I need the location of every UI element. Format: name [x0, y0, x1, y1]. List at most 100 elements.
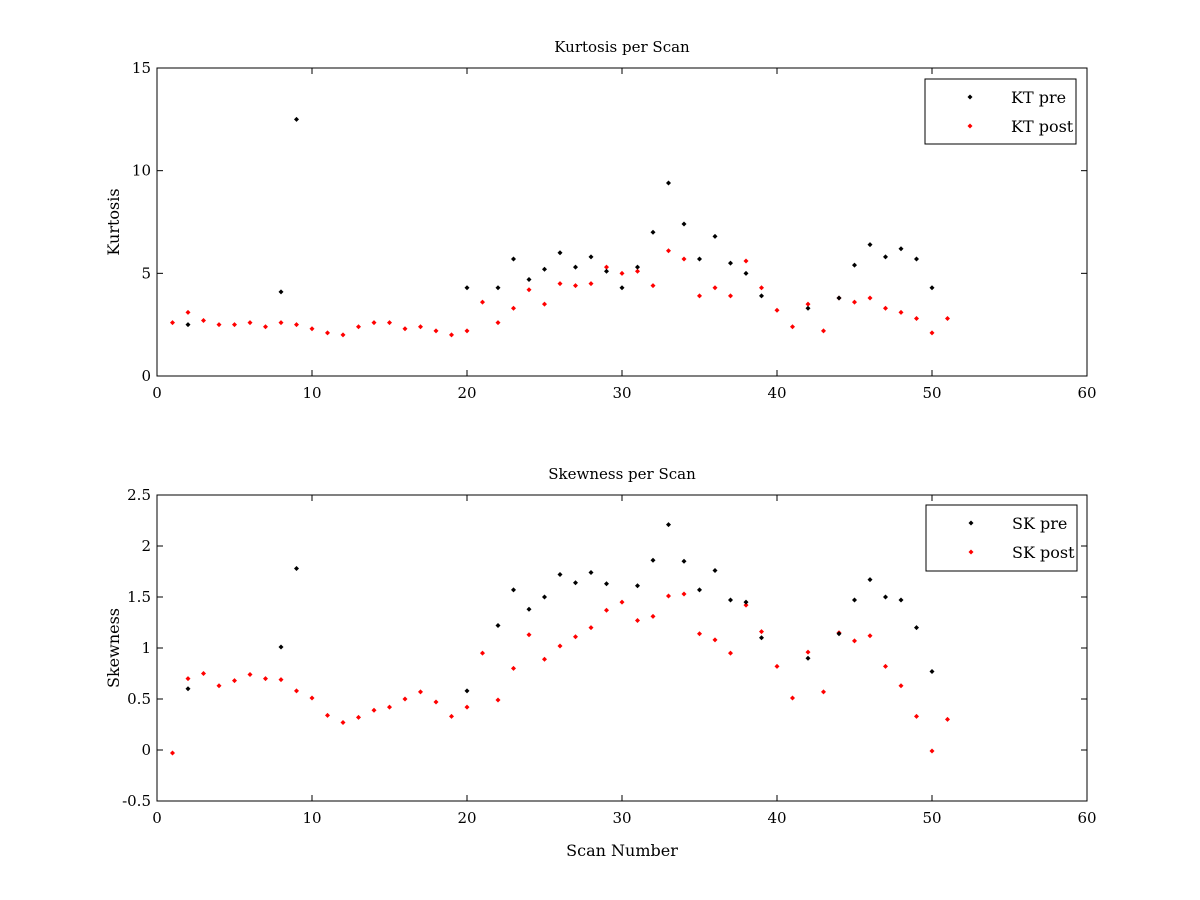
kurtosis-x-tick-label: 10	[302, 384, 321, 402]
kurtosis-data-point-post	[666, 248, 671, 254]
skewness-data-point-pre	[666, 522, 671, 528]
skewness-data-point-post	[480, 650, 485, 656]
skewness-x-tick-label: 30	[612, 809, 631, 827]
kurtosis-data-point-pre	[836, 295, 842, 301]
skewness-data-point-post	[573, 634, 578, 640]
kurtosis-y-axis-label: Kurtosis	[104, 188, 123, 255]
skewness-data-point-post	[402, 696, 408, 702]
skewness-data-point-pre	[929, 668, 935, 674]
skewness-data-point-post	[185, 676, 191, 682]
kurtosis-data-point-pre	[294, 116, 299, 122]
kurtosis-data-point-post	[573, 283, 578, 289]
skewness-data-point-pre	[511, 587, 516, 593]
kurtosis-x-tick-label: 50	[922, 384, 941, 402]
kurtosis-data-point-pre	[681, 221, 687, 227]
kurtosis-data-point-pre	[867, 242, 873, 248]
kurtosis-data-point-post	[294, 322, 299, 328]
kurtosis-data-point-post	[247, 320, 253, 326]
kurtosis-y-tick-label: 15	[132, 59, 151, 77]
kurtosis-data-point-post	[201, 318, 206, 324]
skewness-data-point-post	[759, 629, 764, 635]
kurtosis-data-point-post	[914, 316, 919, 322]
kurtosis-legend-marker-post	[967, 123, 973, 129]
skewness-data-point-post	[821, 689, 826, 695]
skewness-data-point-post	[774, 663, 780, 669]
skewness-data-point-post	[216, 683, 222, 689]
kurtosis-y-tick-label: 0	[141, 367, 151, 385]
kurtosis-data-point-post	[728, 293, 733, 299]
skewness-data-point-pre	[712, 567, 718, 573]
skewness-data-point-pre	[294, 565, 299, 571]
kurtosis-data-point-pre	[619, 285, 625, 291]
kurtosis-data-point-post	[759, 285, 764, 291]
skewness-legend-label-pre: SK pre	[1012, 514, 1067, 533]
kurtosis-data-point-post	[852, 299, 857, 305]
skewness-data-point-post	[867, 633, 873, 639]
skewness-data-point-post	[340, 719, 346, 725]
kurtosis-data-point-pre	[852, 262, 857, 268]
kurtosis-data-point-post	[309, 326, 315, 332]
kurtosis-chart-title: Kurtosis per Scan	[554, 38, 690, 56]
kurtosis-y-tick-label: 5	[141, 264, 151, 282]
kurtosis-data-point-pre	[511, 256, 516, 262]
skewness-data-point-pre	[526, 606, 532, 612]
kurtosis-data-point-post	[821, 328, 826, 334]
skewness-x-axis-label: Scan Number	[566, 841, 678, 860]
skewness-data-point-pre	[542, 594, 547, 600]
skewness-data-point-post	[650, 613, 656, 619]
kurtosis-data-point-post	[805, 301, 811, 307]
kurtosis-data-point-post	[945, 316, 950, 322]
skewness-data-point-post	[464, 704, 470, 710]
skewness-data-point-post	[356, 714, 361, 720]
skewness-data-point-pre	[604, 581, 609, 587]
kurtosis-data-point-post	[557, 281, 563, 287]
kurtosis-data-point-post	[480, 299, 485, 305]
skewness-legend-box	[925, 504, 1078, 572]
skewness-data-point-pre	[185, 686, 191, 692]
kurtosis-data-point-pre	[573, 264, 578, 270]
skewness-data-point-post	[945, 716, 950, 722]
kurtosis-data-point-post	[743, 258, 749, 264]
skewness-data-point-pre	[495, 623, 501, 629]
skewness-y-tick-label: 0	[141, 741, 151, 759]
kurtosis-data-point-pre	[650, 229, 656, 235]
kurtosis-legend: KT pre KT post	[924, 78, 1077, 145]
kurtosis-legend-label-pre: KT pre	[1011, 88, 1066, 107]
skewness-data-point-pre	[805, 655, 811, 661]
skewness-data-point-post	[309, 695, 315, 701]
kurtosis-data-point-pre	[464, 285, 470, 291]
skewness-legend-marker-post	[968, 549, 974, 555]
kurtosis-data-point-pre	[526, 276, 532, 282]
kurtosis-data-point-pre	[185, 322, 191, 328]
kurtosis-data-point-post	[588, 281, 594, 287]
kurtosis-data-point-pre	[666, 180, 671, 186]
kurtosis-data-point-pre	[743, 270, 749, 276]
kurtosis-data-point-pre	[588, 254, 594, 260]
skewness-y-tick-label: 1	[141, 639, 151, 657]
kurtosis-legend-box	[924, 78, 1077, 145]
kurtosis-data-point-post	[449, 332, 454, 338]
skewness-data-point-post	[325, 712, 330, 718]
kurtosis-data-point-post	[433, 328, 439, 334]
skewness-data-point-post	[247, 672, 253, 678]
skewness-legend-label-post: SK post	[1012, 543, 1075, 562]
skewness-data-point-post	[557, 643, 563, 649]
kurtosis-data-point-post	[526, 287, 532, 293]
kurtosis-data-point-pre	[604, 268, 609, 274]
kurtosis-data-point-pre	[898, 246, 904, 252]
skewness-data-point-pre	[883, 594, 888, 600]
kurtosis-data-point-post	[340, 332, 346, 338]
kurtosis-data-point-pre	[805, 305, 811, 311]
skewness-data-point-post	[898, 683, 904, 689]
skewness-data-point-pre	[278, 644, 284, 650]
skewness-data-point-pre	[557, 572, 563, 578]
skewness-data-point-pre	[728, 597, 733, 603]
skewness-data-point-post	[635, 617, 640, 623]
skewness-data-point-post	[743, 602, 749, 608]
kurtosis-data-point-post	[185, 309, 191, 315]
skewness-data-point-post	[511, 665, 516, 671]
kurtosis-data-point-post	[883, 305, 888, 311]
kurtosis-data-point-post	[511, 305, 516, 311]
kurtosis-data-point-pre	[929, 285, 935, 291]
